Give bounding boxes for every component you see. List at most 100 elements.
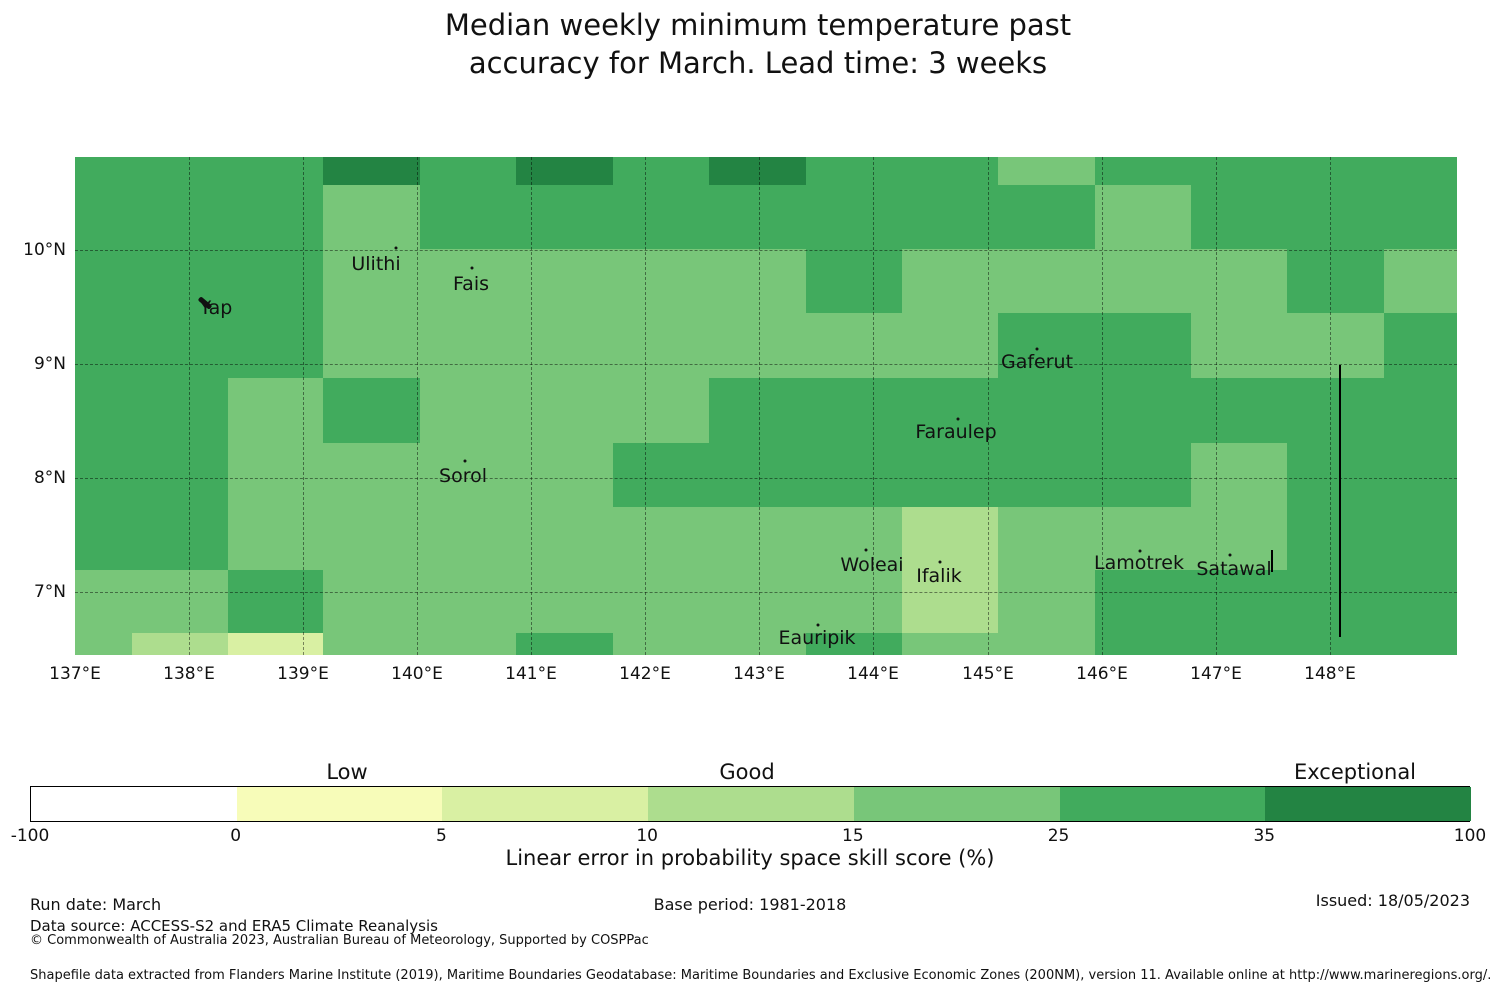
map-grid-cell — [1191, 249, 1287, 313]
map-grid-cell — [132, 313, 228, 378]
map-grid-cell — [516, 507, 613, 570]
ifalik-island-marker — [938, 560, 942, 564]
map-grid-cell — [516, 378, 613, 443]
map-grid-cell — [516, 570, 613, 633]
map-grid-cell — [902, 633, 998, 655]
map-grid-cell — [420, 570, 516, 633]
copyright-text: © Commonwealth of Australia 2023, Austra… — [30, 933, 649, 948]
map-grid-cell — [516, 443, 613, 507]
colorbar-category-label: Low — [326, 760, 368, 784]
map-grid-cell — [228, 378, 323, 443]
map-grid-cell — [1384, 157, 1457, 185]
map-grid-cell — [420, 443, 516, 507]
map-grid-cell — [228, 313, 323, 378]
ifalik-island-label: Ifalik — [916, 565, 962, 587]
map-grid-cell — [132, 185, 228, 249]
map-grid-cell — [1191, 378, 1287, 443]
x-tick-label: 138°E — [163, 664, 215, 684]
map-grid-cell — [1384, 443, 1457, 507]
x-tick-label: 147°E — [1190, 664, 1242, 684]
map-grid-cell — [323, 633, 420, 655]
map-grid-cell — [998, 507, 1095, 570]
x-tick-label: 143°E — [733, 664, 785, 684]
map-grid-cell — [1287, 157, 1384, 185]
colorbar-axis-label: Linear error in probability space skill … — [505, 846, 995, 870]
colorbar-tick-label: 25 — [1047, 826, 1070, 846]
map-grid-cell — [613, 313, 709, 378]
skill-map-plot-area: Yap Ulithi Fais Sorol Gaferut Faraulep Woleai I… — [75, 157, 1457, 655]
fais-island-marker — [470, 266, 474, 270]
map-grid-cell — [228, 443, 323, 507]
eauripik-island-marker — [816, 623, 820, 627]
map-grid-cell — [998, 157, 1095, 185]
parallel-gridline — [75, 364, 1457, 365]
x-tick-label: 140°E — [391, 664, 443, 684]
map-grid-cell — [1095, 249, 1191, 313]
map-grid-cell — [1095, 570, 1191, 633]
map-grid-cell — [75, 185, 132, 249]
map-grid-cell — [1095, 313, 1191, 378]
x-tick-label: 146°E — [1076, 664, 1128, 684]
ulithi-island-label: Ulithi — [351, 253, 401, 275]
map-grid-cell — [75, 633, 132, 655]
map-grid-cell — [806, 185, 902, 249]
map-grid-cell — [1191, 633, 1287, 655]
map-grid-cell — [323, 507, 420, 570]
colorbar-tick-label: 0 — [230, 826, 242, 846]
map-grid-cell — [902, 570, 998, 633]
maritime-boundary-line — [1271, 550, 1273, 572]
map-grid-cell — [132, 249, 228, 313]
map-grid-cell — [1384, 185, 1457, 249]
parallel-gridline — [75, 478, 1457, 479]
map-grid-cell — [516, 157, 613, 185]
map-grid-cell — [323, 313, 420, 378]
sorol-island-marker — [463, 459, 467, 463]
meridian-gridline — [645, 157, 646, 655]
shapefile-attribution-text: Shapefile data extracted from Flanders M… — [30, 968, 1492, 983]
map-grid-cell — [323, 185, 420, 249]
map-grid-cell — [1384, 633, 1457, 655]
map-grid-cell — [902, 157, 998, 185]
map-grid-cell — [228, 157, 323, 185]
y-tick-label: 9°N — [33, 354, 66, 374]
map-grid-cell — [1384, 313, 1457, 378]
colorbar-segment — [31, 787, 238, 821]
colorbar — [30, 786, 1472, 822]
map-grid-cell — [1287, 507, 1384, 570]
meridian-gridline — [189, 157, 190, 655]
map-grid-cell — [613, 185, 709, 249]
map-grid-cell — [902, 249, 998, 313]
colorbar-tick-label: 10 — [636, 826, 658, 846]
x-tick-label: 145°E — [962, 664, 1014, 684]
meridian-gridline — [531, 157, 532, 655]
map-grid-cell — [420, 185, 516, 249]
satawal-island-marker — [1228, 553, 1232, 557]
map-grid-cell — [132, 378, 228, 443]
map-grid-cell — [420, 313, 516, 378]
map-grid-cell — [323, 570, 420, 633]
map-grid-cell — [228, 633, 323, 655]
meridian-gridline — [873, 157, 874, 655]
gaferut-island-marker — [1035, 347, 1039, 351]
map-grid-cell — [132, 443, 228, 507]
map-grid-cell — [902, 378, 998, 443]
map-grid-cell — [323, 378, 420, 443]
ulithi-island-marker — [394, 246, 398, 250]
map-grid-cell — [1287, 313, 1384, 378]
x-tick-label: 148°E — [1304, 664, 1356, 684]
map-grid-cell — [902, 443, 998, 507]
map-grid-cell — [613, 570, 709, 633]
map-grid-cell — [709, 249, 806, 313]
map-grid-cell — [806, 249, 902, 313]
map-grid-cell — [998, 313, 1095, 378]
map-grid-cell — [75, 443, 132, 507]
x-tick-label: 137°E — [49, 664, 101, 684]
map-grid-cell — [806, 157, 902, 185]
map-grid-cell — [1384, 249, 1457, 313]
map-grid-cell — [902, 507, 998, 570]
map-grid-cell — [516, 185, 613, 249]
meridian-gridline — [303, 157, 304, 655]
map-grid-cell — [613, 443, 709, 507]
map-grid-cell — [613, 249, 709, 313]
